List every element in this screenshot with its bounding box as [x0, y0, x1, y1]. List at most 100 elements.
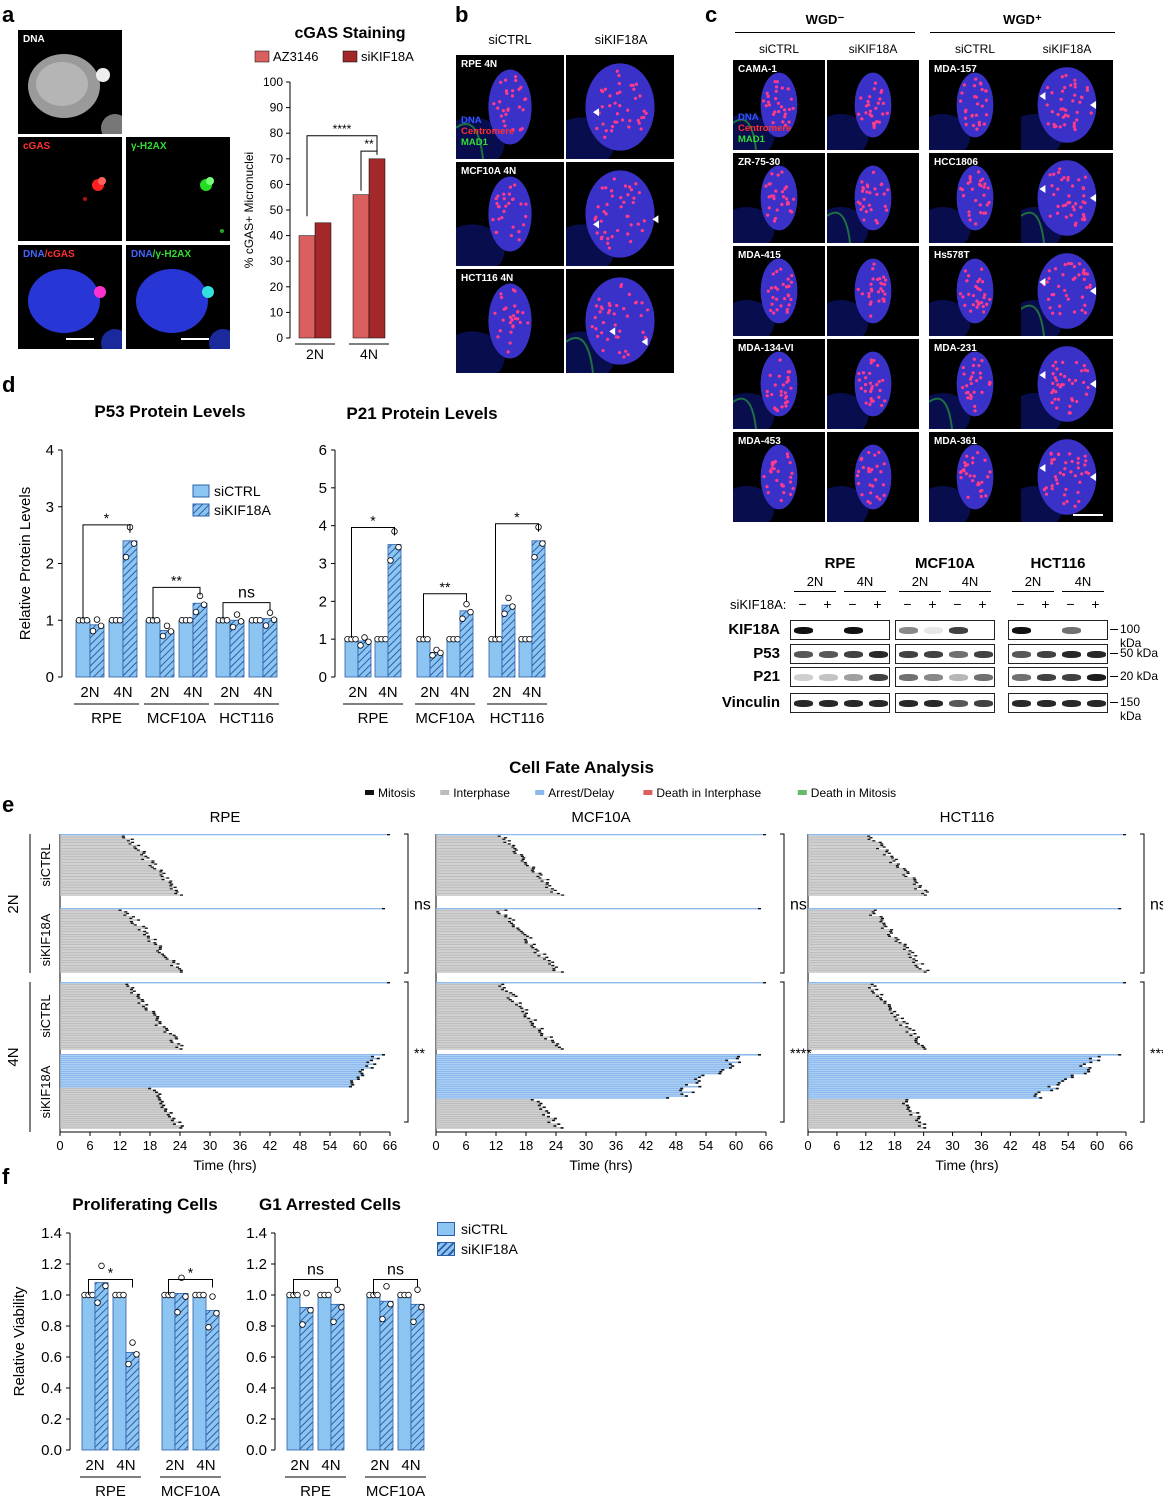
mitosis-mark — [520, 1007, 524, 1009]
centromere-spot — [775, 269, 779, 274]
fate-bar — [808, 837, 873, 839]
mitosis-mark — [537, 955, 541, 957]
centromere-spot — [499, 295, 504, 300]
mitosis-mark — [512, 919, 516, 921]
centromere-spot — [626, 232, 630, 236]
centromere-spot — [601, 321, 606, 325]
centromere-spot — [868, 483, 872, 487]
centromere-spot — [769, 286, 774, 290]
fate-bar — [436, 953, 547, 955]
fate-bar — [808, 925, 888, 928]
fate-bar — [436, 1004, 519, 1006]
mitosis-mark — [538, 872, 542, 874]
fate-bar — [808, 1114, 913, 1116]
centromere-spot — [1061, 383, 1065, 387]
micrograph — [929, 258, 994, 336]
mitosis-mark — [867, 987, 871, 989]
legend-label: Mitosis — [378, 786, 415, 800]
blot-strip — [895, 620, 995, 640]
fate-bar — [436, 868, 535, 870]
channel-legend-item: Centromere — [738, 123, 792, 134]
mitosis-mark — [738, 1061, 742, 1064]
fate-bar — [60, 943, 158, 946]
mitosis-mark — [137, 844, 141, 847]
mitosis-mark — [151, 861, 155, 864]
mitosis-mark — [875, 988, 879, 991]
fate-bar — [436, 1112, 551, 1114]
centromere-spot — [618, 329, 622, 333]
sig-label: * — [104, 510, 110, 526]
centromere-spot — [764, 184, 768, 188]
mitosis-mark — [158, 1021, 162, 1023]
fate-bar — [436, 894, 565, 896]
blot-row-label: P53 — [753, 645, 780, 662]
panel-b-image-grid: RPE 4N DNA Centromere MAD1 MCF10A 4N HCT116 4… — [456, 55, 674, 373]
centromere-spot — [766, 491, 770, 495]
centromere-spot — [975, 305, 979, 309]
centromere-spot — [626, 193, 630, 197]
y-tick-label: 3 — [319, 556, 327, 573]
centromere-spot — [980, 280, 985, 284]
centromere-spot — [773, 79, 777, 84]
mitosis-mark — [728, 1063, 732, 1065]
panel-title: MCF10A — [571, 809, 630, 826]
fate-bar — [60, 1097, 161, 1099]
centromere-spot — [1065, 499, 1069, 504]
panel-c-row-label: HCC1806 — [934, 157, 978, 168]
fate-bar — [436, 968, 556, 970]
blot-band — [924, 674, 943, 681]
centromere-spot — [787, 120, 791, 124]
mitosis-mark — [505, 990, 509, 992]
centromere-spot — [1073, 82, 1077, 86]
mitosis-mark — [915, 966, 919, 968]
fate-bar — [436, 1043, 560, 1045]
arrowhead — [1090, 473, 1096, 481]
fate-bar — [436, 1108, 543, 1110]
mitosis-mark — [497, 912, 501, 915]
centromere-spot — [973, 404, 977, 408]
fate-bar — [436, 942, 528, 944]
centromere-spot — [782, 491, 786, 495]
mitosis-mark — [523, 861, 527, 864]
centromere-spot — [974, 284, 978, 289]
centromere-spot — [878, 97, 882, 101]
group-label: RPE — [95, 1483, 126, 1500]
x-tick-label: 48 — [1032, 1138, 1046, 1153]
mitosis-mark — [737, 1055, 741, 1058]
mitosis-mark — [731, 1065, 735, 1067]
mitosis-mark — [158, 948, 162, 950]
centromere-spot — [972, 84, 977, 88]
centromere-spot — [1070, 184, 1075, 188]
mitosis-mark — [1118, 908, 1122, 910]
legend-swatch-1 — [342, 50, 358, 63]
fate-bar — [60, 888, 173, 890]
sig-label: ns — [238, 585, 255, 602]
centromere-spot — [1083, 311, 1087, 315]
centromere-spot — [866, 185, 870, 189]
blot-treatment-mark: + — [978, 596, 987, 612]
mitosis-mark — [908, 950, 912, 952]
centromere-spot — [883, 292, 887, 296]
fate-bar — [60, 1089, 156, 1092]
mitosis-mark — [902, 874, 906, 876]
nucleus — [854, 72, 892, 138]
sig-4n: **** — [1150, 1045, 1163, 1061]
centromere-spot — [855, 473, 860, 478]
legend-swatch-1 — [192, 503, 210, 517]
mitosis-mark — [156, 950, 160, 952]
mitosis-mark — [159, 874, 163, 876]
mitosis-mark — [894, 858, 898, 861]
fate-bar — [60, 1110, 167, 1112]
fate-bar — [60, 1024, 158, 1026]
group-label: RPE — [91, 710, 122, 727]
centromere-spot — [789, 492, 793, 496]
mitosis-mark — [1123, 834, 1126, 836]
centromere-spot — [780, 405, 784, 409]
fate-bar — [808, 1100, 909, 1103]
panel-b-cell-0-1 — [566, 55, 674, 159]
nucleus — [1037, 346, 1097, 422]
centromere-spot — [984, 211, 988, 215]
centromere-spot — [636, 222, 640, 226]
centromere-spot — [1061, 273, 1065, 277]
centromere-spot — [1059, 107, 1063, 111]
